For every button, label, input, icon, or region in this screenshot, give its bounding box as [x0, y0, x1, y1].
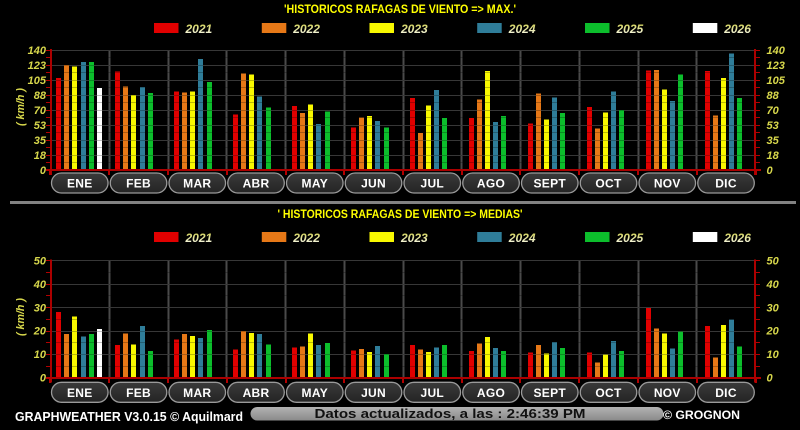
- svg-text:88: 88: [767, 90, 780, 102]
- svg-text:2023: 2023: [400, 231, 428, 245]
- svg-text:53: 53: [767, 120, 779, 132]
- svg-text:SEPT: SEPT: [533, 386, 566, 400]
- svg-text:MAR: MAR: [183, 386, 211, 400]
- svg-text:50: 50: [34, 256, 47, 268]
- svg-text:2024: 2024: [508, 22, 536, 36]
- svg-text:2021: 2021: [185, 231, 213, 245]
- svg-text:ENE: ENE: [67, 177, 93, 191]
- svg-text:OCT: OCT: [595, 386, 622, 400]
- svg-text:GRAPHWEATHER V3.0.15 © Aquilma: GRAPHWEATHER V3.0.15 © Aquilmard: [15, 409, 243, 424]
- svg-text:2023: 2023: [400, 22, 428, 36]
- svg-text:JUL: JUL: [420, 177, 444, 191]
- svg-text:105: 105: [767, 75, 786, 87]
- svg-text:NOV: NOV: [654, 177, 681, 191]
- svg-text:20: 20: [33, 326, 47, 338]
- svg-text:© GROGNON: © GROGNON: [663, 408, 740, 422]
- svg-text:2021: 2021: [185, 22, 213, 36]
- svg-text:20: 20: [766, 326, 780, 338]
- svg-text:MAY: MAY: [302, 177, 328, 191]
- svg-text:123: 123: [28, 60, 46, 72]
- svg-text:2024: 2024: [508, 231, 536, 245]
- svg-text:30: 30: [767, 302, 780, 314]
- svg-text:AGO: AGO: [477, 177, 505, 191]
- svg-text:18: 18: [34, 150, 47, 162]
- svg-text:OCT: OCT: [595, 177, 622, 191]
- svg-text:JUN: JUN: [361, 386, 386, 400]
- svg-text:10: 10: [34, 349, 47, 361]
- svg-text:40: 40: [766, 279, 780, 291]
- svg-text:SEPT: SEPT: [533, 177, 566, 191]
- svg-text:2025: 2025: [616, 231, 644, 245]
- svg-text:30: 30: [34, 302, 47, 314]
- svg-text:88: 88: [34, 90, 47, 102]
- svg-text:FEB: FEB: [126, 386, 151, 400]
- svg-text:( km/h ): ( km/h ): [15, 88, 27, 126]
- svg-text:123: 123: [767, 60, 785, 72]
- svg-text:NOV: NOV: [654, 386, 681, 400]
- svg-text:140: 140: [28, 45, 47, 57]
- svg-text:AGO: AGO: [477, 386, 505, 400]
- svg-text:70: 70: [34, 105, 47, 117]
- svg-text:0: 0: [40, 373, 47, 385]
- svg-text:DIC: DIC: [715, 386, 737, 400]
- svg-text:35: 35: [34, 135, 47, 147]
- svg-text:50: 50: [767, 256, 780, 268]
- svg-text:( km/h ): ( km/h ): [15, 298, 27, 336]
- svg-text:ENE: ENE: [67, 386, 93, 400]
- svg-text:2022: 2022: [292, 231, 320, 245]
- svg-text:2026: 2026: [723, 22, 751, 36]
- svg-text:18: 18: [767, 150, 780, 162]
- svg-text:2026: 2026: [723, 231, 751, 245]
- svg-text:35: 35: [767, 135, 780, 147]
- svg-text:0: 0: [767, 165, 774, 177]
- svg-text:ABR: ABR: [243, 386, 270, 400]
- svg-text:MAR: MAR: [183, 177, 211, 191]
- svg-text:40: 40: [33, 279, 47, 291]
- svg-text:2025: 2025: [616, 22, 644, 36]
- svg-text:MAY: MAY: [302, 386, 328, 400]
- svg-text:FEB: FEB: [126, 177, 151, 191]
- svg-text:ABR: ABR: [243, 177, 270, 191]
- svg-text:' HISTORICOS RAFAGAS DE VIENTO: ' HISTORICOS RAFAGAS DE VIENTO => MEDIAS…: [278, 207, 523, 221]
- svg-text:2022: 2022: [292, 22, 320, 36]
- svg-text:53: 53: [34, 120, 46, 132]
- svg-text:140: 140: [767, 45, 786, 57]
- svg-text:70: 70: [767, 105, 780, 117]
- svg-text:10: 10: [767, 349, 780, 361]
- svg-text:0: 0: [767, 373, 774, 385]
- svg-text:'HISTORICOS RAFAGAS DE VIENTO: 'HISTORICOS RAFAGAS DE VIENTO => MAX.': [284, 2, 516, 16]
- svg-text:DIC: DIC: [715, 177, 737, 191]
- svg-text:0: 0: [40, 165, 47, 177]
- svg-text:Datos actualizados, a las : 2:: Datos actualizados, a las : 2:46:39 PM: [315, 407, 586, 421]
- svg-text:JUL: JUL: [420, 386, 444, 400]
- svg-text:105: 105: [28, 75, 47, 87]
- svg-text:JUN: JUN: [361, 177, 386, 191]
